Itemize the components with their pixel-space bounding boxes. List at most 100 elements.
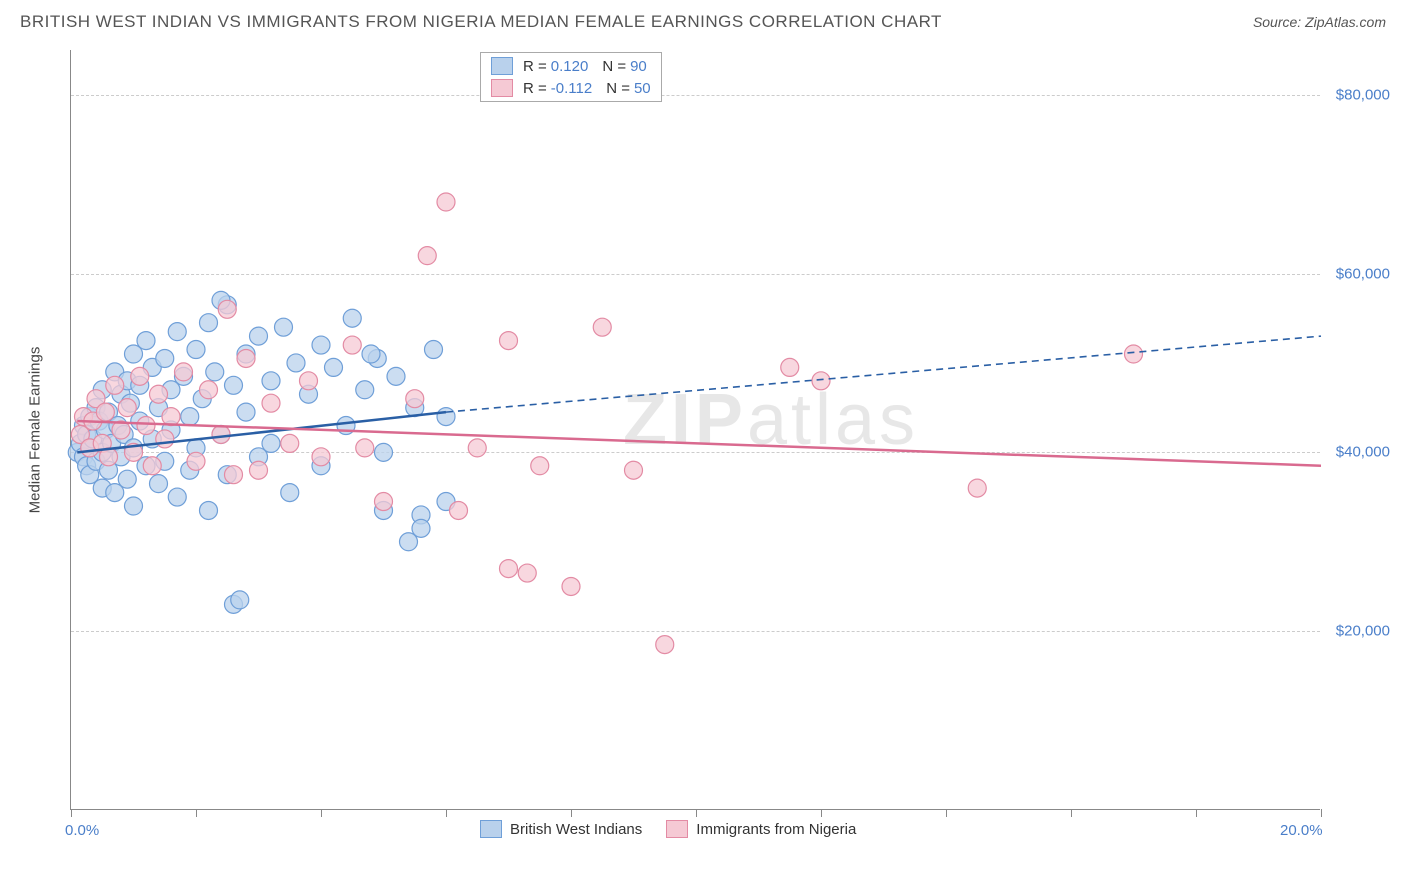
data-point-nigeria [1125, 345, 1143, 363]
data-point-nigeria [781, 358, 799, 376]
data-point-nigeria [118, 399, 136, 417]
data-point-bwi [387, 367, 405, 385]
data-point-nigeria [812, 372, 830, 390]
data-point-nigeria [237, 349, 255, 367]
data-point-nigeria [218, 300, 236, 318]
x-tick [196, 809, 197, 817]
x-tick [1071, 809, 1072, 817]
data-point-bwi [425, 341, 443, 359]
data-point-nigeria [500, 332, 518, 350]
data-point-nigeria [175, 363, 193, 381]
stats-row-nigeria: R =-0.112N =50 [481, 77, 661, 99]
scatter-chart: $20,000$40,000$60,000$80,000ZIPatlas 0.0%… [20, 40, 1386, 882]
data-point-nigeria [437, 193, 455, 211]
data-point-nigeria [131, 367, 149, 385]
x-min-label: 0.0% [65, 822, 99, 839]
data-point-nigeria [250, 461, 268, 479]
data-point-bwi [412, 519, 430, 537]
stats-n-value-bwi: 90 [630, 58, 647, 75]
data-point-nigeria [356, 439, 374, 457]
data-point-bwi [250, 327, 268, 345]
data-point-nigeria [562, 577, 580, 595]
legend-label-bwi: British West Indians [510, 821, 642, 838]
data-point-bwi [200, 314, 218, 332]
data-point-nigeria [156, 430, 174, 448]
data-point-nigeria [262, 394, 280, 412]
data-point-bwi [237, 403, 255, 421]
x-tick [71, 809, 72, 817]
data-point-bwi [150, 475, 168, 493]
x-tick [1321, 809, 1322, 817]
data-point-bwi [137, 332, 155, 350]
data-point-bwi [156, 349, 174, 367]
data-point-bwi [187, 341, 205, 359]
data-point-nigeria [137, 417, 155, 435]
data-point-nigeria [450, 501, 468, 519]
data-point-bwi [325, 358, 343, 376]
trend-line-dashed-bwi [446, 336, 1321, 412]
data-point-bwi [343, 309, 361, 327]
chart-title: BRITISH WEST INDIAN VS IMMIGRANTS FROM N… [20, 12, 942, 32]
x-tick [1196, 809, 1197, 817]
data-point-nigeria [300, 372, 318, 390]
data-point-nigeria [225, 466, 243, 484]
data-point-bwi [362, 345, 380, 363]
data-point-bwi [200, 501, 218, 519]
data-point-bwi [281, 484, 299, 502]
data-point-nigeria [150, 385, 168, 403]
data-point-bwi [168, 323, 186, 341]
data-point-bwi [206, 363, 224, 381]
data-point-bwi [262, 372, 280, 390]
plot-svg [71, 50, 1321, 810]
legend-swatch-bwi [480, 820, 502, 838]
data-point-nigeria [406, 390, 424, 408]
legend-swatch-nigeria [666, 820, 688, 838]
stats-row-bwi: R =0.120N =90 [481, 55, 661, 77]
data-point-bwi [125, 497, 143, 515]
data-point-bwi [181, 408, 199, 426]
data-point-nigeria [200, 381, 218, 399]
x-tick [821, 809, 822, 817]
legend-item-bwi: British West Indians [480, 820, 642, 838]
data-point-nigeria [106, 376, 124, 394]
data-point-nigeria [281, 434, 299, 452]
plot-area: $20,000$40,000$60,000$80,000ZIPatlas [70, 50, 1320, 810]
stats-r-value-nigeria: -0.112 [551, 80, 592, 97]
x-tick [446, 809, 447, 817]
data-point-nigeria [518, 564, 536, 582]
data-point-bwi [275, 318, 293, 336]
data-point-nigeria [96, 403, 114, 421]
data-point-nigeria [625, 461, 643, 479]
data-point-nigeria [968, 479, 986, 497]
legend-label-nigeria: Immigrants from Nigeria [696, 821, 856, 838]
chart-header: BRITISH WEST INDIAN VS IMMIGRANTS FROM N… [0, 0, 1406, 40]
y-axis-label: Median Female Earnings [27, 347, 44, 514]
data-point-bwi [262, 434, 280, 452]
data-point-nigeria [656, 636, 674, 654]
source-name: ZipAtlas.com [1305, 14, 1386, 30]
stats-r-value-bwi: 0.120 [551, 58, 589, 75]
stats-swatch-bwi [491, 57, 513, 75]
x-tick [321, 809, 322, 817]
y-tick-label: $40,000 [1336, 444, 1390, 461]
legend-item-nigeria: Immigrants from Nigeria [666, 820, 856, 838]
data-point-nigeria [212, 425, 230, 443]
stats-box: R =0.120N =90R =-0.112N =50 [480, 52, 662, 102]
data-point-bwi [168, 488, 186, 506]
y-tick-label: $20,000 [1336, 623, 1390, 640]
data-point-bwi [225, 376, 243, 394]
data-point-nigeria [343, 336, 361, 354]
data-point-nigeria [418, 247, 436, 265]
source-attribution: Source: ZipAtlas.com [1253, 14, 1386, 30]
data-point-bwi [437, 408, 455, 426]
x-tick [696, 809, 697, 817]
stats-n-label: N = [602, 58, 626, 75]
stats-r-label: R = [523, 80, 547, 97]
data-point-nigeria [312, 448, 330, 466]
data-point-bwi [231, 591, 249, 609]
data-point-nigeria [162, 408, 180, 426]
x-tick [571, 809, 572, 817]
stats-n-label: N = [606, 80, 630, 97]
data-point-bwi [356, 381, 374, 399]
data-point-nigeria [531, 457, 549, 475]
